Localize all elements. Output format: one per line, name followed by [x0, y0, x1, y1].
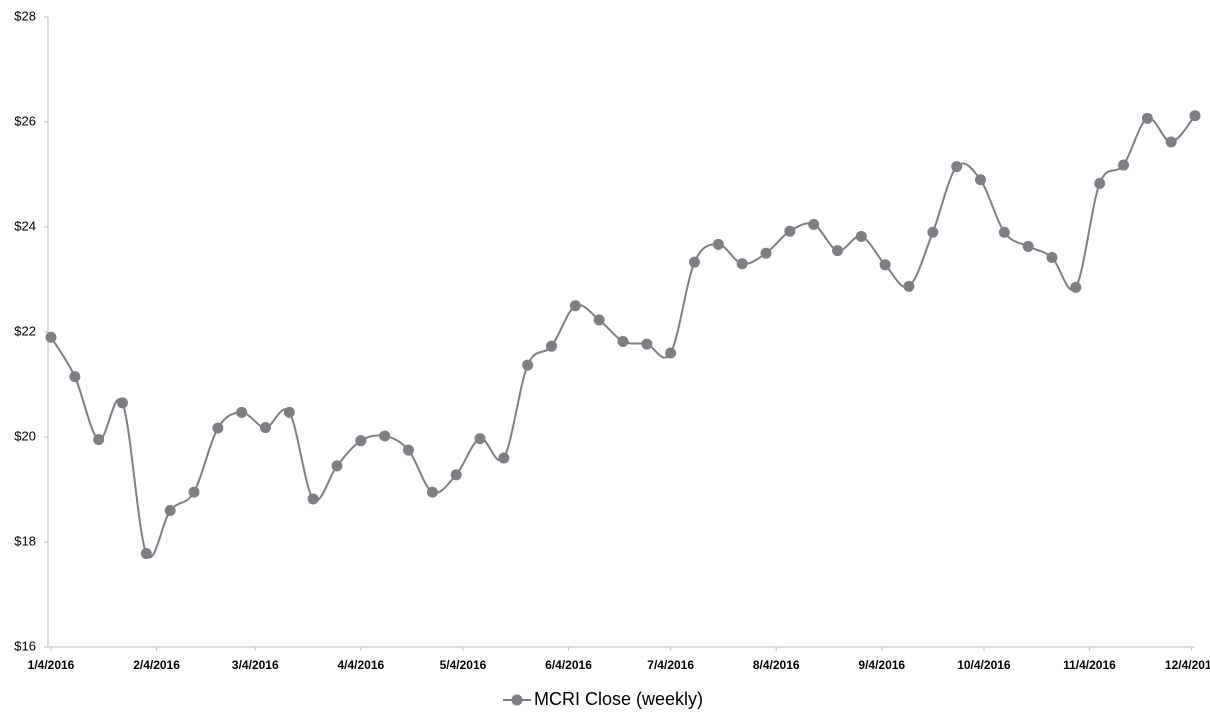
data-point: [236, 406, 248, 418]
data-point: [736, 258, 748, 270]
data-point: [1070, 281, 1082, 293]
data-point: [331, 460, 343, 472]
data-point: [450, 469, 462, 481]
data-point: [426, 486, 438, 498]
y-tick-label: $26: [14, 113, 36, 128]
y-tick-label: $22: [14, 323, 36, 338]
x-tick-label: 10/4/2016: [957, 658, 1011, 672]
data-point: [832, 245, 843, 257]
x-tick-label: 5/4/2016: [440, 658, 487, 672]
x-tick-label: 11/4/2016: [1063, 658, 1116, 672]
data-point: [260, 422, 271, 434]
data-point: [355, 435, 367, 447]
data-point: [951, 161, 963, 173]
data-point: [975, 174, 986, 186]
y-tick-label: $20: [14, 428, 36, 443]
data-point: [855, 230, 867, 242]
x-tick-label: 7/4/2016: [647, 658, 694, 672]
data-point: [140, 548, 152, 560]
y-tick-label: $24: [14, 218, 36, 233]
x-tick-label: 6/4/2016: [545, 658, 592, 672]
data-point: [1094, 177, 1106, 189]
data-point: [69, 371, 81, 383]
x-tick-label: 4/4/2016: [337, 658, 384, 672]
data-point: [546, 340, 557, 352]
data-point: [569, 300, 581, 312]
data-point: [760, 247, 772, 259]
data-point: [784, 225, 796, 237]
data-point: [1022, 240, 1034, 252]
data-point: [498, 452, 510, 464]
data-point: [712, 238, 724, 250]
data-point: [1165, 136, 1177, 148]
data-point: [522, 359, 534, 371]
x-tick-label: 2/4/2016: [133, 658, 180, 672]
y-tick-label: $16: [14, 638, 36, 653]
data-point: [474, 433, 486, 445]
legend-marker: [511, 694, 523, 706]
data-point: [1118, 159, 1129, 171]
legend-label: MCRI Close (weekly): [534, 689, 703, 709]
data-point: [1046, 251, 1058, 263]
data-point: [689, 256, 700, 268]
data-point: [403, 444, 414, 456]
data-point: [903, 280, 915, 292]
data-point: [283, 406, 295, 418]
x-tick-label: 12/4/2016: [1165, 658, 1210, 672]
data-point: [617, 335, 629, 347]
data-point: [808, 218, 820, 230]
data-point: [879, 259, 891, 271]
x-tick-label: 9/4/2016: [858, 658, 905, 672]
data-point: [117, 397, 128, 409]
data-point: [379, 430, 391, 442]
y-tick-label: $28: [14, 8, 36, 23]
data-point: [93, 434, 105, 446]
data-point: [45, 331, 57, 343]
data-point: [1189, 110, 1201, 122]
x-tick-label: 1/4/2016: [28, 658, 75, 672]
data-point: [212, 422, 224, 434]
data-point: [593, 314, 605, 326]
data-point: [307, 493, 319, 505]
data-point: [927, 226, 939, 238]
data-point: [1141, 112, 1153, 124]
x-tick-label: 8/4/2016: [753, 658, 800, 672]
data-point: [164, 505, 176, 516]
data-point: [665, 347, 677, 359]
data-point: [188, 486, 200, 498]
y-tick-label: $18: [14, 533, 36, 548]
x-tick-label: 3/4/2016: [232, 658, 279, 672]
data-point: [998, 226, 1010, 238]
data-point: [641, 338, 653, 350]
